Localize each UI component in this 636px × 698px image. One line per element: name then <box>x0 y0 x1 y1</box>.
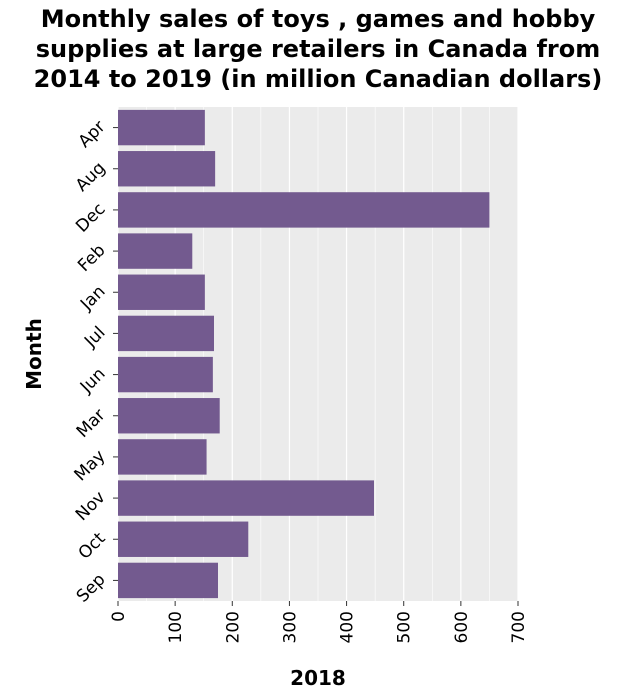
bar <box>118 109 205 146</box>
chart-title: Monthly sales of toys , games and hobby … <box>0 4 636 94</box>
y-tick-label: Apr <box>75 117 110 152</box>
y-tick-label: Jan <box>76 282 109 315</box>
chart-title-line-3: 2014 to 2019 (in million Canadian dollar… <box>33 65 603 93</box>
chart-title-line-2: supplies at large retailers in Canada fr… <box>35 35 601 63</box>
x-tick-label: 700 <box>509 611 529 643</box>
bars <box>118 109 490 599</box>
y-axis-title: Month <box>22 318 46 390</box>
bar <box>118 151 216 187</box>
y-tick-label: Aug <box>72 158 110 196</box>
y-tick-label: Feb <box>74 240 109 275</box>
x-tick-label: 600 <box>452 611 472 643</box>
bar <box>118 439 207 475</box>
x-axis-ticks: 0 100 200 300 400 500 600 700 <box>109 601 529 643</box>
bar <box>118 562 218 599</box>
x-tick-label: 400 <box>338 611 358 643</box>
y-tick-label: Oct <box>75 528 110 563</box>
bar <box>118 480 374 516</box>
x-tick-label: 100 <box>166 611 186 643</box>
grid-lines <box>117 107 519 601</box>
y-tick-label: Jul <box>80 323 109 352</box>
y-tick-label: Nov <box>72 487 110 525</box>
bar <box>118 192 490 228</box>
bar <box>118 274 205 310</box>
x-tick-label: 500 <box>395 611 415 643</box>
y-tick-label: Jun <box>76 364 110 398</box>
bar <box>118 233 193 269</box>
chart-title-line-1: Monthly sales of toys , games and hobby <box>40 5 596 33</box>
bar <box>118 356 213 393</box>
x-axis-title: 2018 <box>290 666 346 690</box>
bar <box>118 398 220 434</box>
x-tick-label: 300 <box>280 611 300 643</box>
y-tick-label: Sep <box>73 570 110 607</box>
y-tick-label: May <box>71 446 110 485</box>
x-tick-label: 0 <box>109 611 129 622</box>
x-tick-label: 200 <box>223 611 243 643</box>
y-tick-label: Mar <box>73 405 110 442</box>
y-tick-label: Dec <box>72 199 109 236</box>
bar <box>118 521 249 557</box>
bar <box>118 315 214 352</box>
